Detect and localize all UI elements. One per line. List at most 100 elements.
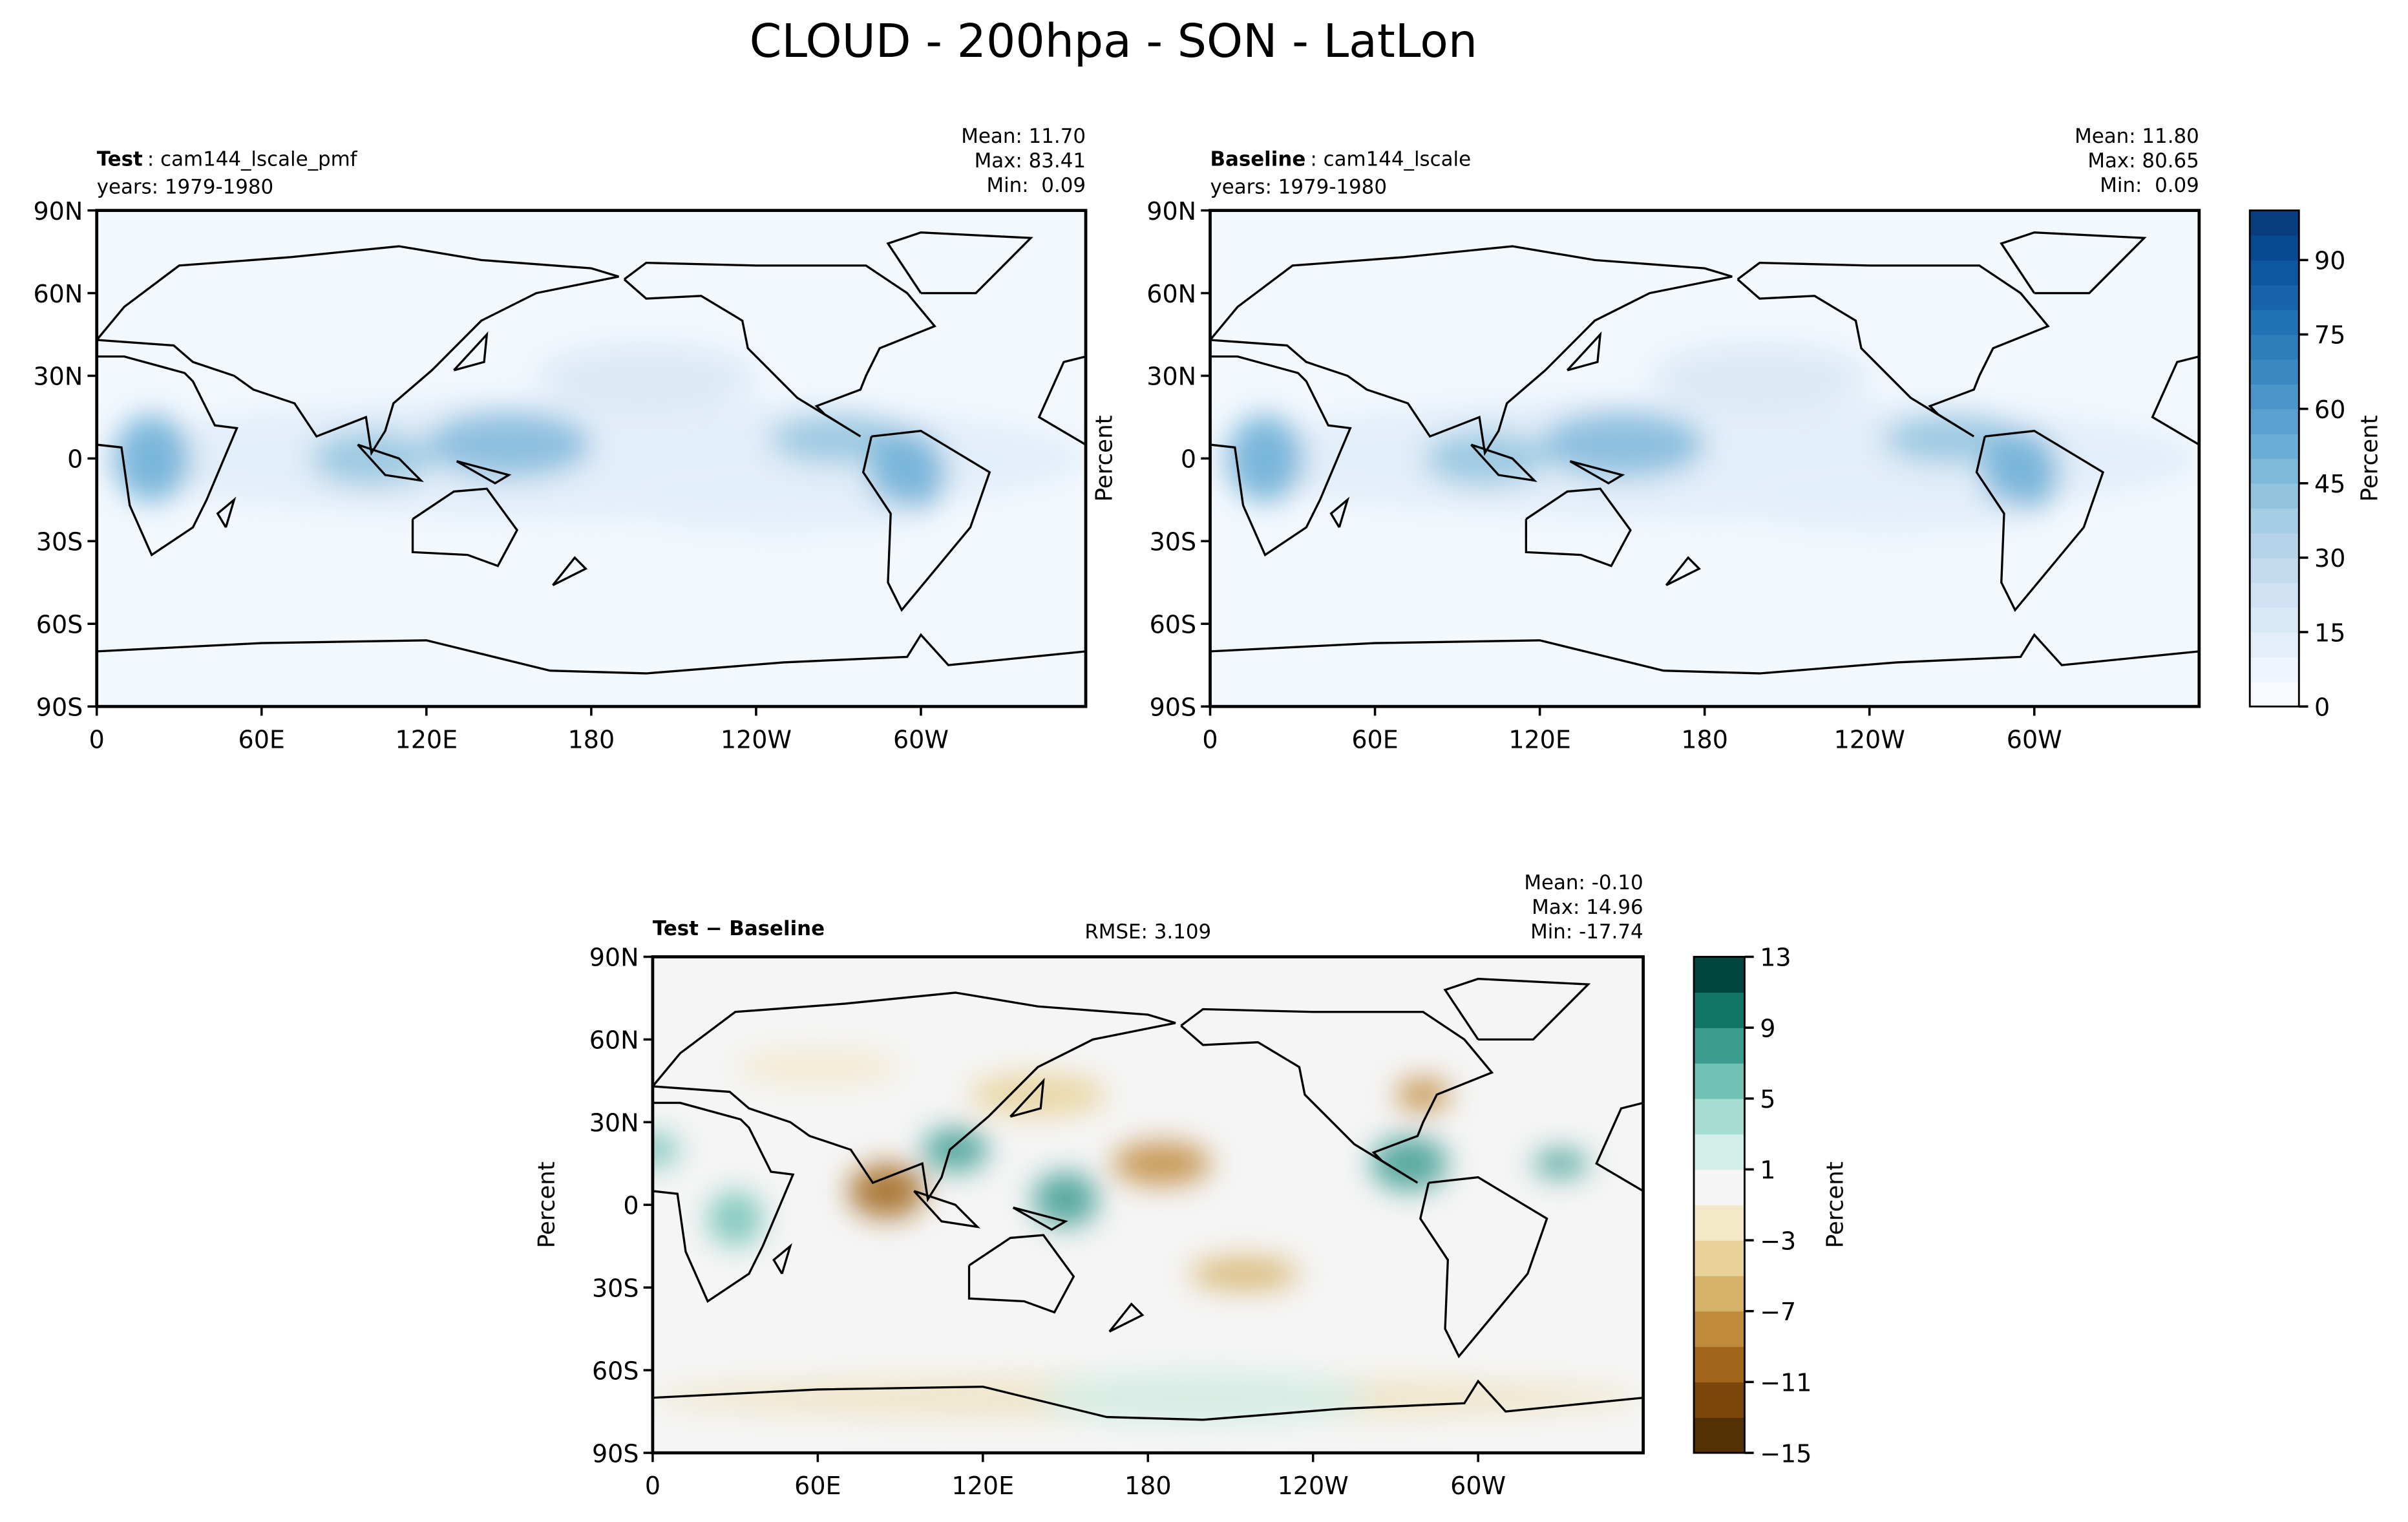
contour-region xyxy=(1759,491,2034,536)
contour-region xyxy=(426,411,591,478)
map-field xyxy=(652,957,1643,1453)
x-tick-label: 0 xyxy=(645,1472,660,1500)
coastline xyxy=(1210,245,1733,456)
contour-region xyxy=(1539,411,1705,478)
contour-region xyxy=(1395,1078,1451,1112)
colorbar-tick-label: −11 xyxy=(1760,1369,1811,1397)
colorbar-band xyxy=(2250,657,2299,682)
colorbar-band xyxy=(2250,210,2299,236)
coastline xyxy=(652,991,1176,1203)
colorbar-band xyxy=(1694,1240,1745,1276)
x-tick-label: 120W xyxy=(1278,1472,1349,1500)
coastline xyxy=(967,1234,1075,1314)
coastline xyxy=(552,556,588,587)
y-tick-label: 30N xyxy=(589,1109,639,1137)
colorbar-tick-label: 60 xyxy=(2314,396,2345,424)
panel-label: Test: cam144_lscale_pmf xyxy=(97,148,358,171)
colorbar-tick-label: 1 xyxy=(1760,1156,1775,1185)
colorbar-tick-label: 13 xyxy=(1760,944,1791,972)
y-tick-label: 60N xyxy=(1146,280,1196,308)
coastline xyxy=(357,443,425,482)
colorbar-tick-label: 30 xyxy=(2314,544,2345,573)
y-tick-label: 30N xyxy=(34,363,83,391)
x-tick-label: 0 xyxy=(89,725,105,754)
contour-region xyxy=(1371,1136,1448,1191)
colorbar-tick-label: −3 xyxy=(1760,1227,1796,1255)
coastline xyxy=(1665,556,1701,587)
y-tick-label: 90S xyxy=(1150,693,1197,721)
panel-stat: Min: 0.09 xyxy=(986,174,1086,197)
y-tick-label: 30S xyxy=(36,528,83,556)
colorbar-label: Percent xyxy=(2356,415,2383,502)
coastline xyxy=(1595,1101,1643,1192)
coastline xyxy=(886,231,1033,295)
x-tick-label: 120W xyxy=(1834,725,1905,754)
coastline xyxy=(456,460,512,485)
colorbar-tick-label: 0 xyxy=(2314,693,2330,721)
colorbar-band xyxy=(1694,1028,1745,1064)
colorbar-band xyxy=(1694,957,1745,993)
x-tick-label: 120W xyxy=(721,725,792,754)
x-tick-label: 180 xyxy=(568,725,615,754)
contour-region xyxy=(1649,343,1870,409)
contour-region xyxy=(1982,430,2060,514)
panel-stat: Min: -17.74 xyxy=(1530,920,1643,944)
panel-years: years: 1979-1980 xyxy=(1210,175,1387,198)
contour-region xyxy=(646,491,921,536)
coastline xyxy=(96,245,619,456)
x-tick-label: 60E xyxy=(794,1472,841,1500)
colorbar-band xyxy=(1694,992,1745,1028)
colorbar-tick-label: 9 xyxy=(1760,1014,1775,1042)
y-tick-label: 60N xyxy=(34,280,83,308)
y-axis-label: Percent xyxy=(534,1161,560,1248)
colorbar-band xyxy=(2250,384,2299,410)
colorbar-tick-label: −7 xyxy=(1760,1298,1796,1326)
y-tick-label: 60N xyxy=(589,1026,639,1055)
y-tick-label: 30N xyxy=(1146,363,1196,391)
y-tick-label: 0 xyxy=(623,1192,639,1220)
contour-region xyxy=(1032,1172,1099,1227)
colorbar-band xyxy=(2250,607,2299,633)
colorbar-tick-label: 15 xyxy=(2314,618,2345,647)
coastline xyxy=(1443,977,1591,1041)
coastline xyxy=(2151,355,2199,446)
panel-label: Test − Baseline xyxy=(653,917,825,940)
panel-stat: Mean: 11.70 xyxy=(961,125,1086,148)
colorbar-tick-label: 90 xyxy=(2314,247,2345,275)
coastline xyxy=(1737,261,2050,438)
coastline xyxy=(1566,331,1602,372)
colorbar-tick-label: 5 xyxy=(1760,1085,1775,1114)
colorbar-band xyxy=(2250,533,2299,558)
coastline xyxy=(411,487,519,567)
x-tick-label: 180 xyxy=(1125,1472,1172,1500)
colorbar-band xyxy=(1694,1382,1745,1418)
coastline xyxy=(1180,1008,1494,1184)
coastline xyxy=(453,331,489,372)
contours xyxy=(1210,343,2199,536)
colorbar-band xyxy=(2250,408,2299,434)
colorbar-band xyxy=(2250,458,2299,484)
panel-stat: Mean: -0.10 xyxy=(1524,871,1643,894)
panel-stat: Max: 14.96 xyxy=(1532,896,1643,919)
contour-region xyxy=(1037,1370,1368,1426)
contour-region xyxy=(652,1133,681,1167)
y-tick-label: 90N xyxy=(34,197,83,226)
coastline xyxy=(623,261,936,438)
colorbar-band xyxy=(1694,1098,1745,1135)
colorbar-frame xyxy=(2248,209,2300,708)
coastline xyxy=(913,1190,981,1229)
colorbar-band xyxy=(2250,260,2299,286)
coastline xyxy=(1210,633,2199,675)
panel-label-name: : cam144_lscale xyxy=(1310,148,1471,171)
coastline xyxy=(96,633,1086,675)
y-tick-label: 60S xyxy=(1150,610,1197,639)
coastline xyxy=(652,1379,1643,1421)
colorbar-band xyxy=(2250,508,2299,534)
contours xyxy=(96,343,1086,536)
colorbar-band xyxy=(2250,483,2299,509)
colorbar-tick-label: 45 xyxy=(2314,470,2345,498)
coastline xyxy=(1037,355,1086,446)
y-tick-label: 90S xyxy=(592,1439,639,1468)
panel-label-bold: Test xyxy=(97,148,143,171)
